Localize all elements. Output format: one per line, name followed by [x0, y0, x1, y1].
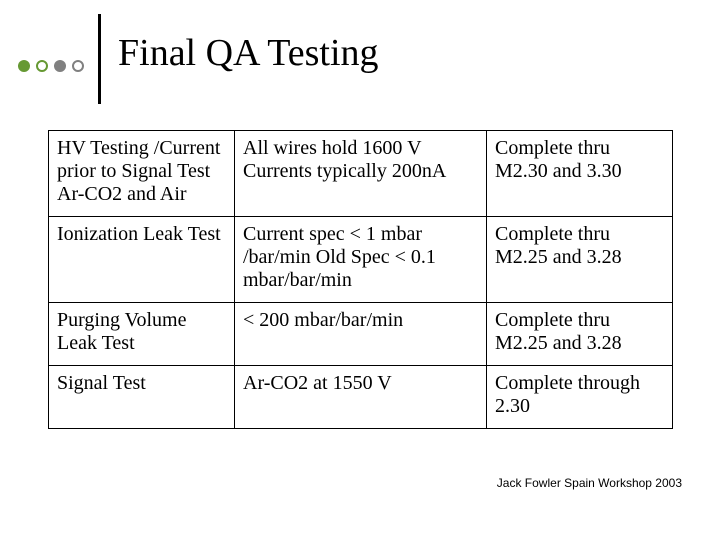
cell-test-name: Ionization Leak Test — [49, 217, 235, 303]
bullet-3 — [54, 60, 66, 72]
bullet-2 — [36, 60, 48, 72]
slide-title: Final QA Testing — [118, 34, 379, 74]
cell-test-name: Signal Test — [49, 366, 235, 429]
cell-status: Complete thru M2.30 and 3.30 — [487, 131, 673, 217]
cell-status: Complete thru M2.25 and 3.28 — [487, 303, 673, 366]
cell-spec: Ar-CO2 at 1550 V — [235, 366, 487, 429]
cell-test-name: HV Testing /Current prior to Signal Test… — [49, 131, 235, 217]
bullet-row — [18, 60, 84, 72]
cell-spec: All wires hold 1600 V Currents typically… — [235, 131, 487, 217]
cell-test-name: Purging Volume Leak Test — [49, 303, 235, 366]
qa-table: HV Testing /Current prior to Signal Test… — [48, 130, 673, 429]
footer-text: Jack Fowler Spain Workshop 2003 — [497, 476, 682, 490]
table-row: Purging Volume Leak Test < 200 mbar/bar/… — [49, 303, 673, 366]
cell-spec: Current spec < 1 mbar /bar/min Old Spec … — [235, 217, 487, 303]
bullet-1 — [18, 60, 30, 72]
table-row: Signal Test Ar-CO2 at 1550 V Complete th… — [49, 366, 673, 429]
title-divider — [98, 14, 101, 104]
cell-status: Complete thru M2.25 and 3.28 — [487, 217, 673, 303]
table-row: HV Testing /Current prior to Signal Test… — [49, 131, 673, 217]
cell-spec: < 200 mbar/bar/min — [235, 303, 487, 366]
cell-status: Complete through 2.30 — [487, 366, 673, 429]
bullet-4 — [72, 60, 84, 72]
table-row: Ionization Leak Test Current spec < 1 mb… — [49, 217, 673, 303]
slide: Final QA Testing HV Testing /Current pri… — [0, 0, 720, 540]
